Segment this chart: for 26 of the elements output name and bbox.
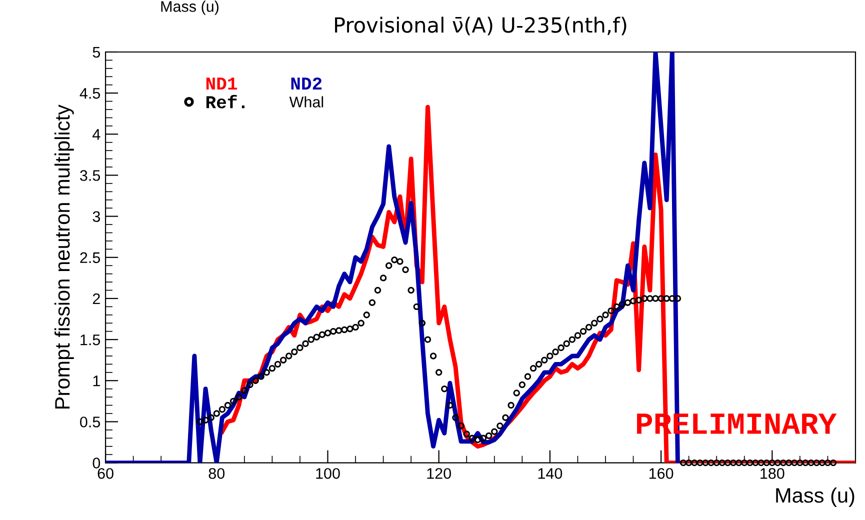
y-tick-label: 2.5 bbox=[80, 252, 100, 264]
chart-title: Provisional ν̄(A) U-235(nth,f) bbox=[335, 16, 626, 36]
y-tick-label: 2 bbox=[92, 293, 100, 304]
legend-label: Ref. bbox=[206, 94, 244, 108]
text: ND1 bbox=[206, 78, 237, 90]
y-tick-label: 0.5 bbox=[80, 416, 100, 428]
y-tick-label: 0 bbox=[92, 458, 100, 468]
x-axis-title: Mass (u) bbox=[776, 487, 854, 507]
y-tick-label: 4.5 bbox=[80, 88, 100, 99]
y-tick-label: 1.5 bbox=[80, 334, 100, 346]
x-tick-label: 160 bbox=[649, 468, 674, 479]
y-tick-label: 4 bbox=[92, 129, 100, 140]
y-tick-label: 3 bbox=[92, 211, 100, 222]
x-tick-label: 100 bbox=[316, 468, 340, 479]
y-axis-title: Prompt fission neutron multiplicty bbox=[54, 104, 74, 409]
x-tick-label: 140 bbox=[538, 468, 562, 479]
text: ND2 bbox=[291, 77, 322, 90]
y-tick-label: 1 bbox=[93, 376, 100, 386]
annotation: Whal bbox=[289, 96, 324, 108]
y-tick-label: 5 bbox=[92, 47, 100, 58]
text: Mass (u) bbox=[161, 0, 218, 15]
x-tick-label: 60 bbox=[98, 468, 114, 479]
x-tick-label: 120 bbox=[427, 468, 451, 479]
y-tick-label: 3.5 bbox=[80, 170, 100, 181]
x-tick-label: 80 bbox=[208, 468, 225, 479]
x-tick-label: 180 bbox=[760, 468, 784, 479]
